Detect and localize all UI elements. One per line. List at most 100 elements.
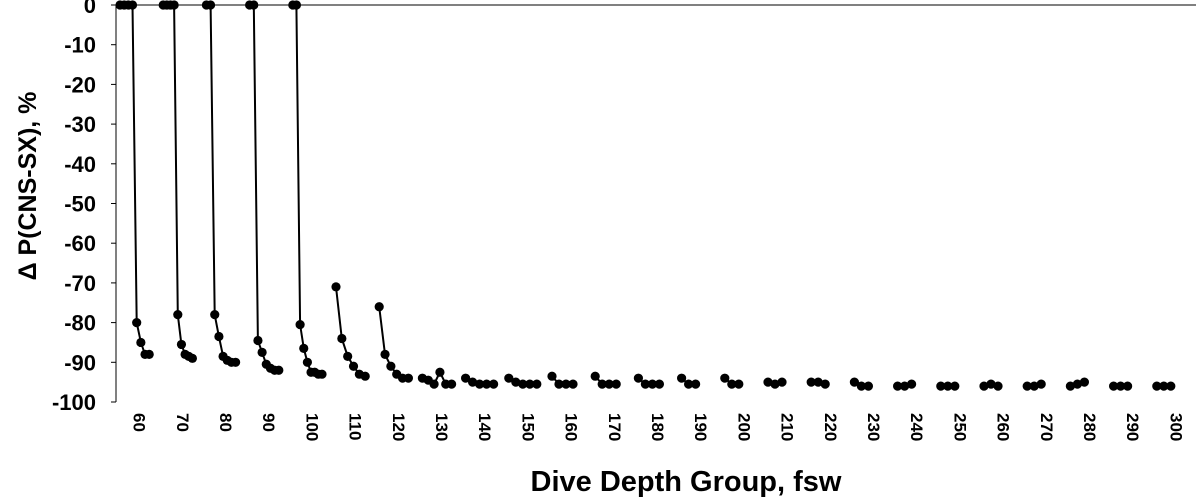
data-point: [986, 379, 996, 389]
data-point: [1036, 379, 1046, 389]
x-tick-label: 100: [302, 413, 321, 441]
data-point: [1029, 381, 1039, 391]
series-line: [163, 4, 193, 360]
y-tick-label: -40: [64, 152, 96, 177]
data-point: [380, 349, 390, 359]
x-tick-label: 130: [432, 413, 451, 441]
data-point: [511, 377, 521, 387]
data-point: [295, 319, 305, 330]
data-point: [684, 379, 694, 389]
data-point: [136, 337, 146, 348]
data-point: [253, 335, 263, 346]
data-point: [720, 373, 730, 383]
data-point: [348, 361, 359, 371]
data-point: [429, 379, 439, 389]
data-point: [249, 0, 259, 10]
data-point: [849, 377, 860, 387]
data-point: [176, 339, 187, 350]
data-point: [461, 373, 471, 383]
data-point: [1159, 381, 1169, 391]
data-point: [187, 353, 197, 363]
data-point: [863, 381, 874, 391]
data-point: [231, 357, 241, 367]
x-tick-label: 90: [259, 413, 278, 432]
y-tick-label: -80: [64, 311, 96, 336]
data-point: [734, 379, 744, 389]
data-point: [274, 365, 284, 375]
data-point: [856, 381, 867, 391]
data-point: [302, 357, 312, 367]
x-tick-label: 140: [475, 413, 494, 441]
data-point: [468, 377, 478, 387]
data-point: [331, 282, 341, 292]
x-tick-label: 220: [821, 413, 840, 441]
data-point: [403, 373, 413, 383]
data-point: [820, 379, 830, 389]
data-point: [654, 379, 665, 389]
x-tick-label: 290: [1123, 413, 1142, 441]
data-point: [343, 351, 353, 361]
data-point: [210, 310, 220, 320]
data-point: [1022, 381, 1032, 391]
data-point: [257, 347, 267, 357]
data-point: [214, 331, 224, 342]
data-point: [475, 379, 485, 389]
x-tick-label: 180: [648, 413, 667, 441]
data-point: [993, 381, 1003, 391]
series-line: [249, 4, 279, 372]
data-point: [1065, 381, 1075, 391]
data-point: [360, 371, 370, 381]
data-point: [337, 333, 347, 344]
x-tick-label: 70: [173, 413, 192, 432]
x-tick-label: 170: [605, 413, 624, 441]
x-tick-label: 250: [950, 413, 969, 441]
x-tick-label: 110: [346, 413, 365, 440]
data-point: [173, 310, 183, 320]
data-point: [1166, 381, 1176, 391]
data-point: [611, 379, 621, 389]
data-point: [1079, 377, 1089, 387]
data-point: [144, 349, 154, 359]
y-tick-label: 0: [84, 0, 96, 18]
x-tick-label: 270: [1037, 413, 1056, 441]
x-tick-label: 190: [691, 413, 710, 441]
data-point: [936, 381, 946, 391]
data-point: [374, 302, 384, 312]
data-point: [677, 373, 687, 383]
data-point: [763, 377, 773, 387]
data-point: [532, 379, 542, 389]
data-point: [1072, 379, 1082, 389]
x-tick-label: 210: [778, 413, 797, 441]
data-point: [604, 379, 614, 389]
data-point: [1109, 381, 1119, 391]
y-tick-label: -90: [64, 350, 96, 375]
data-point: [900, 381, 910, 391]
data-point: [447, 379, 457, 389]
data-point: [950, 381, 960, 391]
data-point: [1152, 381, 1162, 391]
data-point: [291, 0, 302, 10]
data-point: [299, 343, 309, 354]
y-tick-label: -60: [64, 231, 96, 256]
y-axis-title: Δ P(CNS-SX), %: [14, 92, 42, 281]
x-tick-label: 230: [864, 413, 883, 441]
x-tick-label: 260: [994, 413, 1013, 441]
x-tick-label: 240: [907, 413, 926, 441]
y-tick-label: -50: [64, 192, 96, 217]
data-point: [504, 373, 514, 383]
data-point: [806, 377, 816, 387]
data-point: [482, 379, 492, 389]
y-tick-label: -100: [52, 390, 96, 415]
data-point: [554, 379, 564, 389]
data-point: [691, 379, 701, 389]
data-point: [979, 381, 989, 391]
data-point: [727, 379, 737, 389]
y-tick-label: -30: [64, 112, 96, 137]
x-tick-label: 120: [389, 413, 408, 441]
series-line: [120, 4, 150, 356]
y-axis: 0 -10 -20 -30 -40 -50 -60 -70 -80 -90 -100: [52, 0, 117, 415]
data-point: [489, 379, 499, 389]
x-tick-label: 280: [1080, 413, 1099, 441]
x-tick-label: 80: [216, 413, 235, 432]
